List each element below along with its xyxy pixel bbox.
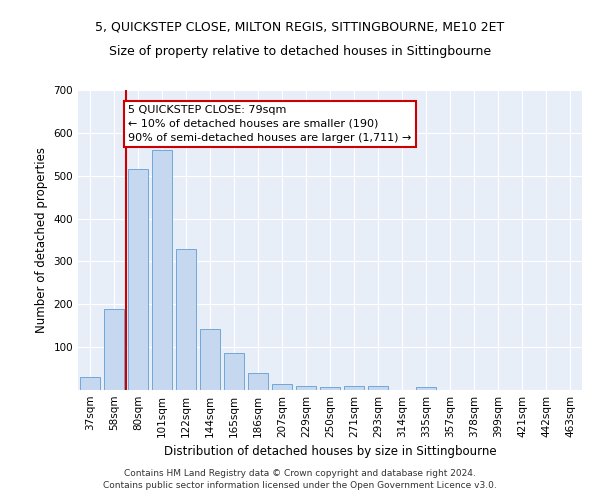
Bar: [176, 250, 196, 390]
Text: Contains HM Land Registry data © Crown copyright and database right 2024.
Contai: Contains HM Land Registry data © Crown c…: [103, 468, 497, 490]
Bar: [344, 386, 364, 390]
Text: 5 QUICKSTEP CLOSE: 79sqm
← 10% of detached houses are smaller (190)
90% of semi-: 5 QUICKSTEP CLOSE: 79sqm ← 10% of detach…: [128, 105, 412, 143]
Bar: [104, 308, 124, 390]
Bar: [152, 150, 172, 390]
Text: Size of property relative to detached houses in Sittingbourne: Size of property relative to detached ho…: [109, 45, 491, 58]
Bar: [248, 373, 268, 390]
Bar: [80, 377, 100, 390]
Bar: [296, 386, 316, 390]
Bar: [200, 329, 220, 390]
Bar: [128, 170, 148, 390]
Bar: [416, 387, 436, 390]
Bar: [320, 386, 340, 390]
X-axis label: Distribution of detached houses by size in Sittingbourne: Distribution of detached houses by size …: [164, 446, 496, 458]
Y-axis label: Number of detached properties: Number of detached properties: [35, 147, 48, 333]
Bar: [368, 386, 388, 390]
Bar: [272, 384, 292, 390]
Bar: [224, 353, 244, 390]
Text: 5, QUICKSTEP CLOSE, MILTON REGIS, SITTINGBOURNE, ME10 2ET: 5, QUICKSTEP CLOSE, MILTON REGIS, SITTIN…: [95, 20, 505, 33]
